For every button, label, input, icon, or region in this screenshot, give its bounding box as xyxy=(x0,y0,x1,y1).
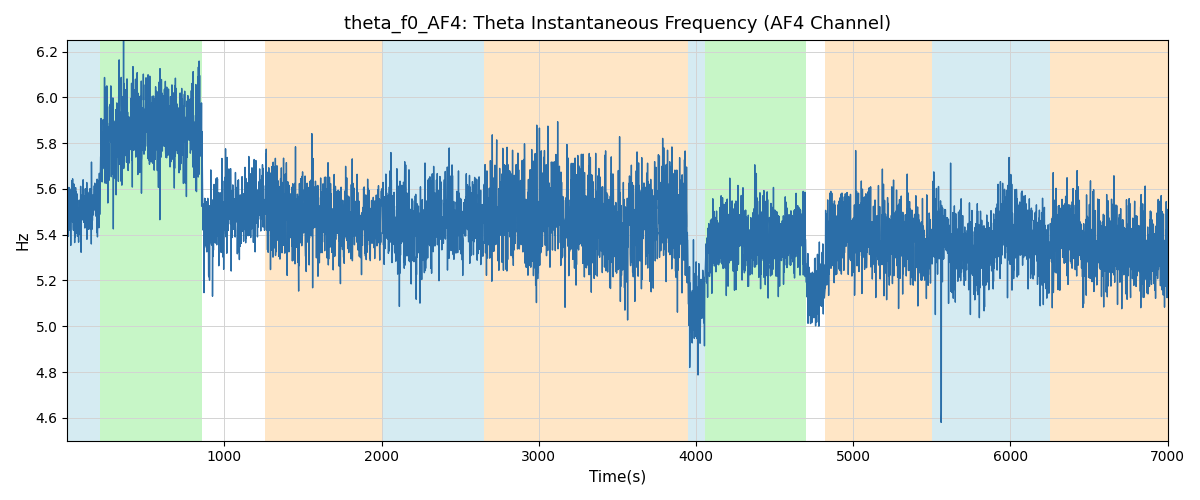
Bar xyxy=(67,40,101,440)
Bar xyxy=(706,40,806,440)
Bar xyxy=(688,40,706,440)
Bar xyxy=(1050,40,1168,440)
Y-axis label: Hz: Hz xyxy=(16,230,30,250)
Bar xyxy=(824,40,931,440)
Title: theta_f0_AF4: Theta Instantaneous Frequency (AF4 Channel): theta_f0_AF4: Theta Instantaneous Freque… xyxy=(344,15,890,34)
Bar xyxy=(101,40,203,440)
Bar xyxy=(265,40,382,440)
X-axis label: Time(s): Time(s) xyxy=(589,470,646,485)
Bar xyxy=(382,40,484,440)
Bar xyxy=(484,40,688,440)
Bar xyxy=(931,40,1050,440)
